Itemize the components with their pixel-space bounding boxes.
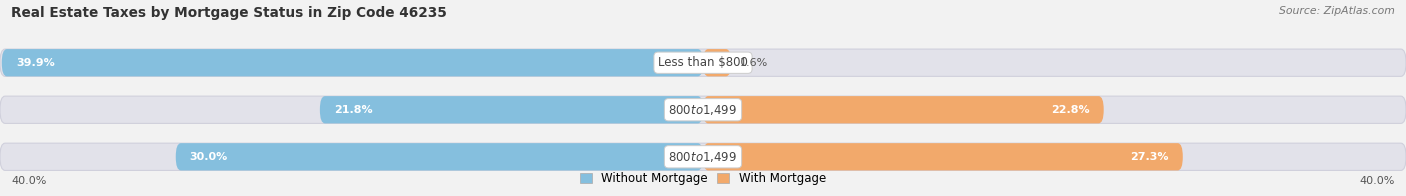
FancyBboxPatch shape [176, 143, 703, 171]
Text: 21.8%: 21.8% [335, 105, 373, 115]
Text: 30.0%: 30.0% [190, 152, 228, 162]
Text: $800 to $1,499: $800 to $1,499 [668, 103, 738, 117]
Text: 1.6%: 1.6% [740, 58, 768, 68]
Legend: Without Mortgage, With Mortgage: Without Mortgage, With Mortgage [575, 168, 831, 190]
Text: Less than $800: Less than $800 [658, 56, 748, 69]
Text: Real Estate Taxes by Mortgage Status in Zip Code 46235: Real Estate Taxes by Mortgage Status in … [11, 6, 447, 20]
Text: 40.0%: 40.0% [1360, 176, 1395, 186]
Text: Source: ZipAtlas.com: Source: ZipAtlas.com [1279, 6, 1395, 16]
FancyBboxPatch shape [703, 49, 731, 76]
FancyBboxPatch shape [0, 143, 1406, 171]
FancyBboxPatch shape [703, 96, 1104, 123]
Text: 22.8%: 22.8% [1052, 105, 1090, 115]
FancyBboxPatch shape [0, 96, 1406, 123]
Text: 39.9%: 39.9% [15, 58, 55, 68]
FancyBboxPatch shape [321, 96, 703, 123]
FancyBboxPatch shape [0, 49, 1406, 76]
Text: 27.3%: 27.3% [1130, 152, 1168, 162]
FancyBboxPatch shape [703, 143, 1182, 171]
FancyBboxPatch shape [1, 49, 703, 76]
Text: 40.0%: 40.0% [11, 176, 46, 186]
Text: $800 to $1,499: $800 to $1,499 [668, 150, 738, 164]
